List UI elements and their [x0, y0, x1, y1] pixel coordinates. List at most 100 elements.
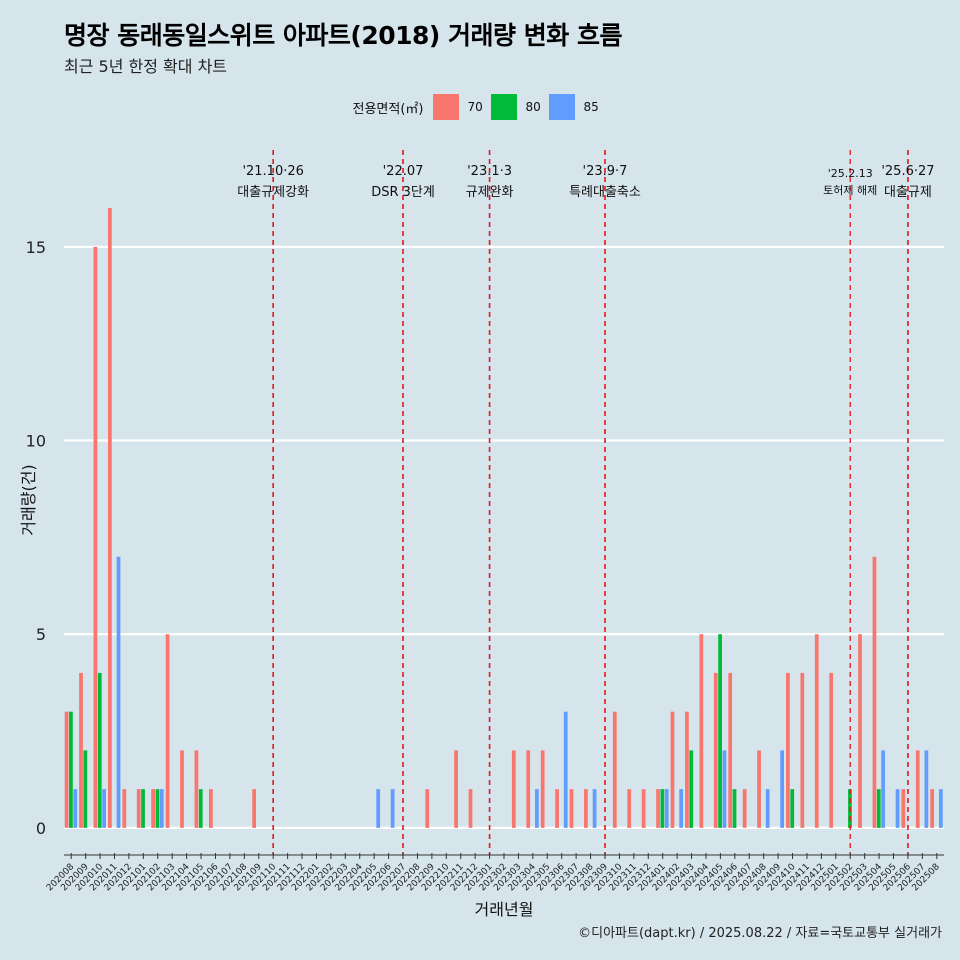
- legend-label-85: 85: [583, 100, 599, 114]
- event-text-0: 대출규제강화: [237, 185, 309, 200]
- bar-80-202009: [83, 750, 88, 828]
- bar-70-202405: [713, 672, 718, 828]
- legend-item-85: 85: [549, 94, 599, 120]
- legend-label-80: 80: [525, 100, 541, 114]
- bar-70-202012: [122, 789, 127, 828]
- bar-70-202404: [699, 634, 704, 828]
- bar-80-202403: [689, 750, 694, 828]
- bar-70-202303: [511, 750, 516, 828]
- y-axis-title: 거래량(건): [19, 464, 38, 535]
- bar-70-202507: [915, 750, 920, 828]
- credit-text: ©디아파트(dapt.kr) / 2025.08.22 / 자료=국토교통부 실…: [578, 926, 942, 941]
- bar-70-202304: [526, 750, 531, 828]
- bar-70-202305: [540, 750, 545, 828]
- bar-85-202205: [376, 789, 381, 828]
- event-date-4: '25.2.13: [828, 167, 873, 180]
- bar-70-202102: [151, 789, 156, 828]
- bar-85-202308: [592, 789, 597, 828]
- bar-80-202008: [69, 711, 73, 828]
- bar-85-202304: [535, 789, 539, 828]
- bar-70-202506: [901, 789, 906, 828]
- bar-70-202311: [627, 789, 632, 828]
- legend-swatch-70: [433, 94, 460, 120]
- bar-80-202102: [155, 789, 160, 828]
- legend-title: 전용면적(㎡): [352, 101, 424, 117]
- bar-70-202209: [425, 789, 430, 828]
- bar-70-202011: [108, 208, 112, 828]
- bar-70-202308: [584, 789, 588, 828]
- y-tick-label-15: 15: [26, 238, 46, 257]
- bar-70-202504: [872, 556, 877, 828]
- bar-85-202505: [895, 789, 900, 828]
- bar-85-202401: [664, 789, 669, 828]
- bar-80-202010: [97, 672, 102, 828]
- bar-70-202307: [569, 789, 574, 828]
- bar-70-202406: [728, 672, 733, 828]
- bar-80-202405: [718, 634, 722, 828]
- event-text-3: 특례대출축소: [569, 185, 641, 200]
- bar-70-202411: [800, 672, 805, 828]
- bar-70-202212: [468, 789, 473, 828]
- bar-85-202408: [765, 789, 770, 828]
- bar-85-202306: [563, 711, 568, 828]
- event-date-2: '23.1·3: [467, 164, 512, 179]
- bar-70-202412: [814, 634, 819, 828]
- bar-70-202408: [757, 750, 761, 828]
- bar-70-202109: [252, 789, 256, 828]
- bar-70-202403: [685, 711, 689, 828]
- y-tick-label-10: 10: [26, 432, 46, 451]
- bar-85-202409: [780, 750, 784, 828]
- event-text-4: 토허제 해제: [823, 183, 877, 197]
- bar-70-202402: [670, 711, 675, 828]
- bar-70-202312: [641, 789, 646, 828]
- bar-70-202407: [742, 789, 747, 828]
- bar-85-202504: [881, 750, 885, 828]
- event-date-1: '22.07: [383, 164, 424, 179]
- event-date-5: '25.6·27: [881, 164, 934, 179]
- bar-80-202101: [141, 789, 145, 828]
- bar-70-202401: [656, 789, 660, 828]
- bar-70-202310: [612, 711, 617, 828]
- chart-subtitle: 최근 5년 한정 확대 차트: [64, 57, 228, 76]
- legend: 전용면적(㎡) 70 80 85: [0, 92, 960, 122]
- bar-70-202103: [165, 634, 170, 828]
- bar-70-202106: [208, 789, 213, 828]
- bar-70-202503: [858, 634, 862, 828]
- bar-80-202105: [198, 789, 203, 828]
- bar-85-202402: [679, 789, 684, 828]
- legend-swatch-80: [491, 94, 518, 120]
- bar-70-202008: [64, 711, 69, 828]
- bar-85-202405: [722, 750, 727, 828]
- legend-item-70: 70: [433, 94, 483, 120]
- bar-70-202306: [555, 789, 559, 828]
- bar-80-202410: [790, 789, 795, 828]
- event-date-3: '23.9·7: [583, 164, 628, 179]
- chart-title: 명장 동래동일스위트 아파트(2018) 거래량 변화 흐름: [64, 21, 622, 50]
- bar-70-202501: [829, 672, 834, 828]
- bar-80-202401: [660, 789, 665, 828]
- bar-85-202206: [390, 789, 395, 828]
- x-axis-title: 거래년월: [475, 900, 534, 919]
- bar-85-202102: [159, 789, 164, 828]
- bar-85-202008: [73, 789, 78, 828]
- event-text-5: 대출규제: [884, 185, 932, 200]
- legend-swatch-85: [549, 94, 576, 120]
- event-text-1: DSR 3단계: [371, 185, 435, 200]
- bar-70-202104: [180, 750, 184, 828]
- bar-70-202101: [136, 789, 141, 828]
- y-tick-label-0: 0: [36, 819, 46, 838]
- bar-85-202010: [102, 789, 106, 828]
- bar-85-202508: [938, 789, 943, 828]
- bar-70-202010: [93, 246, 98, 828]
- legend-item-80: 80: [491, 94, 541, 120]
- bar-85-202011: [116, 556, 121, 828]
- bar-80-202406: [732, 789, 737, 828]
- bar-85-202507: [924, 750, 929, 828]
- legend-label-70: 70: [467, 100, 483, 114]
- bar-70-202105: [194, 750, 199, 828]
- bar-70-202508: [930, 789, 935, 828]
- event-text-2: 규제완화: [466, 185, 514, 200]
- bar-70-202009: [79, 672, 83, 828]
- bar-70-202211: [454, 750, 458, 828]
